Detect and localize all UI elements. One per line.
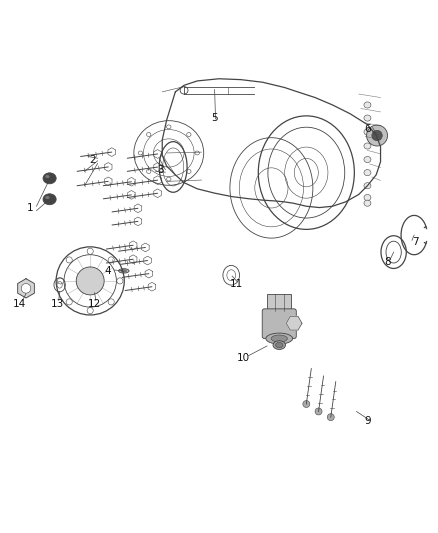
Polygon shape: [18, 279, 34, 298]
Circle shape: [367, 125, 388, 146]
Ellipse shape: [364, 183, 371, 189]
Ellipse shape: [364, 115, 371, 121]
Ellipse shape: [119, 269, 129, 273]
Ellipse shape: [43, 173, 56, 184]
Ellipse shape: [364, 157, 371, 163]
Circle shape: [327, 414, 334, 421]
Circle shape: [57, 278, 64, 284]
Ellipse shape: [364, 129, 371, 135]
Circle shape: [76, 267, 104, 295]
Ellipse shape: [273, 341, 286, 350]
Text: 11: 11: [230, 279, 243, 289]
Text: 13: 13: [51, 298, 64, 309]
FancyBboxPatch shape: [262, 309, 296, 338]
Ellipse shape: [364, 143, 371, 149]
Ellipse shape: [364, 169, 371, 176]
Text: 7: 7: [412, 238, 419, 247]
FancyBboxPatch shape: [267, 294, 291, 311]
Ellipse shape: [364, 200, 371, 206]
Circle shape: [108, 257, 114, 263]
Ellipse shape: [166, 177, 171, 181]
Text: 12: 12: [88, 298, 101, 309]
Text: 10: 10: [237, 353, 250, 363]
Circle shape: [21, 284, 31, 293]
Ellipse shape: [43, 194, 56, 205]
Ellipse shape: [364, 195, 371, 200]
Circle shape: [66, 299, 72, 305]
Ellipse shape: [147, 133, 151, 136]
Circle shape: [108, 299, 114, 305]
Ellipse shape: [266, 333, 293, 344]
Text: 2: 2: [89, 155, 95, 165]
Ellipse shape: [147, 169, 151, 173]
Ellipse shape: [187, 133, 191, 136]
Ellipse shape: [195, 151, 199, 155]
Text: 9: 9: [364, 416, 371, 426]
Circle shape: [87, 248, 93, 254]
Ellipse shape: [45, 175, 49, 178]
Circle shape: [315, 408, 322, 415]
Circle shape: [87, 308, 93, 313]
Circle shape: [303, 400, 310, 408]
Ellipse shape: [364, 102, 371, 108]
Ellipse shape: [166, 125, 171, 129]
Text: 6: 6: [364, 124, 371, 134]
Ellipse shape: [138, 151, 143, 155]
Text: 1: 1: [27, 203, 34, 213]
Text: 8: 8: [384, 257, 390, 267]
Ellipse shape: [45, 196, 49, 199]
Text: 3: 3: [157, 165, 163, 175]
Circle shape: [372, 130, 382, 141]
Ellipse shape: [187, 169, 191, 173]
Polygon shape: [286, 317, 302, 330]
Circle shape: [66, 257, 72, 263]
Ellipse shape: [121, 270, 127, 272]
Text: 4: 4: [104, 266, 111, 276]
Circle shape: [117, 278, 123, 284]
Ellipse shape: [276, 343, 283, 348]
Ellipse shape: [271, 335, 287, 342]
Text: 5: 5: [211, 113, 218, 123]
Text: 14: 14: [12, 298, 26, 309]
